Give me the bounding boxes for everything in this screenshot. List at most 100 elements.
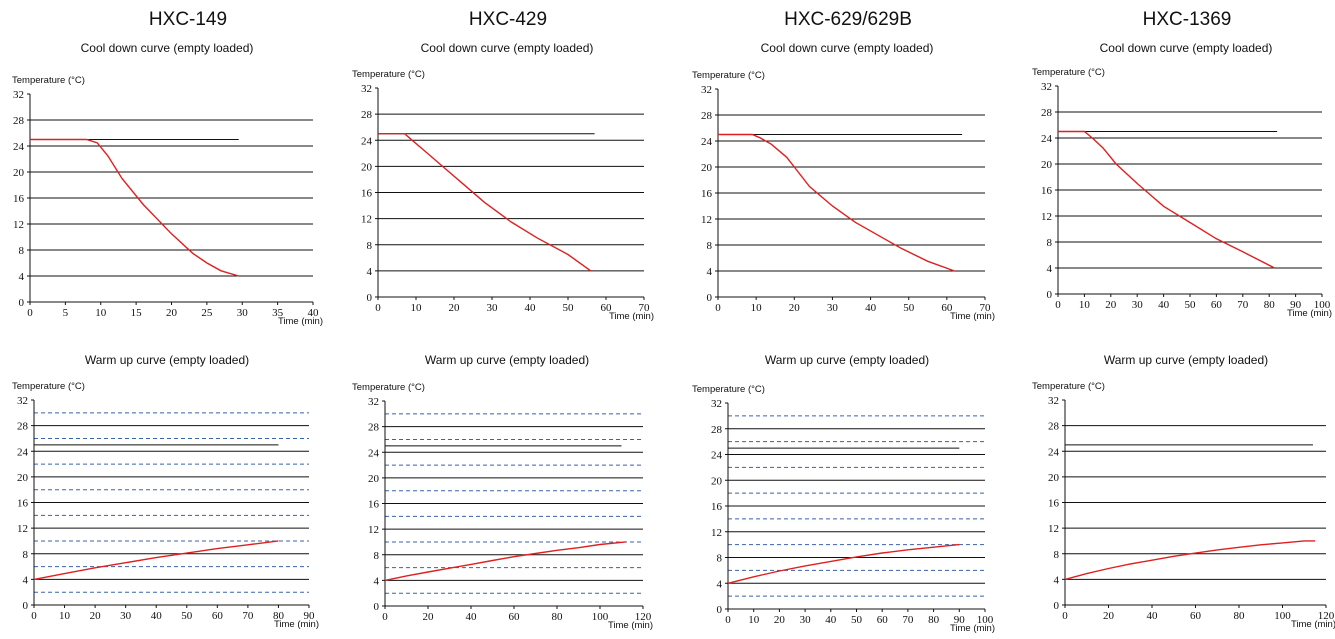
y-axis-label: Temperature (°C) [352, 382, 425, 393]
x-tick-label: 20 [449, 302, 461, 314]
y-tick-label: 0 [717, 604, 723, 616]
y-tick-label: 0 [707, 292, 713, 304]
x-tick-label: 70 [980, 302, 992, 314]
y-tick-label: 0 [374, 601, 380, 613]
x-tick-label: 50 [563, 302, 575, 314]
x-tick-label: 50 [903, 302, 915, 314]
x-axis-label: Time (min) [274, 619, 319, 630]
x-tick-label: 10 [751, 302, 763, 314]
model-title: HXC-629/629B [784, 9, 912, 30]
y-tick-label: 12 [701, 214, 712, 226]
cool-down-chart: Cool down curve (empty loaded) Temperatur… [352, 41, 654, 322]
chart-title: Cool down curve (empty loaded) [761, 41, 934, 55]
x-tick-label: 60 [1190, 610, 1202, 622]
x-tick-label: 70 [1237, 299, 1249, 311]
y-tick-label: 28 [711, 424, 723, 436]
y-tick-label: 20 [361, 161, 373, 173]
x-tick-label: 40 [1158, 299, 1170, 311]
y-tick-label: 16 [17, 498, 29, 510]
cool-down-chart: Cool down curve (empty loaded) Temperatur… [1032, 41, 1332, 319]
x-tick-label: 60 [941, 302, 953, 314]
x-tick-label: 90 [1290, 299, 1302, 311]
y-tick-label: 28 [13, 115, 25, 127]
y-tick-label: 32 [368, 396, 379, 408]
x-tick-label: 10 [411, 302, 423, 314]
y-tick-label: 32 [1048, 395, 1059, 407]
y-tick-label: 24 [1048, 446, 1060, 458]
x-tick-label: 60 [212, 610, 224, 622]
y-axis-label: Temperature (°C) [12, 75, 85, 86]
y-tick-label: 32 [1041, 81, 1052, 93]
y-tick-label: 20 [368, 473, 380, 485]
x-tick-label: 60 [877, 614, 889, 626]
x-axis-label: Time (min) [950, 311, 995, 322]
y-axis-label: Temperature (°C) [1032, 381, 1105, 392]
chart-title: Cool down curve (empty loaded) [1100, 41, 1273, 55]
series-line [1064, 540, 1316, 581]
y-tick-label: 8 [367, 240, 373, 252]
y-tick-label: 20 [711, 475, 723, 487]
x-tick-label: 30 [827, 302, 839, 314]
y-tick-label: 20 [17, 472, 29, 484]
x-tick-label: 80 [273, 610, 285, 622]
x-tick-label: 120 [1318, 610, 1335, 622]
x-tick-label: 30 [487, 302, 499, 314]
y-tick-label: 28 [368, 422, 380, 434]
y-tick-label: 8 [374, 550, 380, 562]
x-axis-label: Time (min) [950, 623, 995, 634]
y-tick-label: 4 [707, 266, 713, 278]
y-axis-label: Temperature (°C) [692, 70, 765, 81]
x-axis-label: Time (min) [609, 311, 654, 322]
chart-title: Warm up curve (empty loaded) [85, 353, 249, 367]
y-tick-label: 24 [1041, 133, 1053, 145]
x-tick-label: 0 [27, 307, 33, 319]
y-tick-label: 8 [717, 553, 723, 565]
x-tick-label: 90 [304, 610, 316, 622]
y-tick-label: 32 [701, 84, 712, 96]
x-tick-label: 40 [466, 611, 478, 623]
x-tick-label: 40 [865, 302, 877, 314]
x-tick-label: 90 [954, 614, 966, 626]
warm-up-chart: Warm up curve (empty loaded) Temperature … [12, 353, 319, 630]
y-tick-label: 0 [1054, 600, 1060, 612]
y-tick-label: 16 [13, 193, 25, 205]
y-tick-label: 4 [1047, 263, 1053, 275]
series-line [30, 138, 239, 277]
y-tick-label: 20 [1041, 159, 1053, 171]
y-tick-label: 12 [1041, 211, 1052, 223]
y-tick-label: 16 [1048, 498, 1060, 510]
y-axis-label: Temperature (°C) [12, 381, 85, 392]
x-tick-label: 30 [237, 307, 249, 319]
x-tick-label: 80 [552, 611, 564, 623]
x-tick-label: 0 [1062, 610, 1068, 622]
y-tick-label: 20 [1048, 472, 1060, 484]
y-tick-label: 4 [1054, 574, 1060, 586]
y-axis-label: Temperature (°C) [692, 384, 765, 395]
x-tick-label: 20 [1105, 299, 1117, 311]
x-tick-label: 5 [63, 307, 69, 319]
model-title: HXC-1369 [1142, 9, 1232, 30]
y-tick-label: 12 [13, 219, 24, 231]
x-tick-label: 100 [977, 614, 994, 626]
x-tick-label: 40 [1147, 610, 1159, 622]
y-tick-label: 4 [23, 574, 29, 586]
y-tick-label: 16 [368, 499, 380, 511]
series-line [727, 543, 960, 584]
x-tick-label: 60 [1211, 299, 1223, 311]
y-tick-label: 16 [701, 188, 713, 200]
y-tick-label: 4 [717, 578, 723, 590]
x-tick-label: 70 [639, 302, 651, 314]
x-tick-label: 10 [1079, 299, 1091, 311]
y-tick-label: 16 [361, 188, 373, 200]
series-line [718, 133, 955, 272]
x-tick-label: 40 [825, 614, 837, 626]
y-tick-label: 0 [1047, 289, 1053, 301]
cool-down-chart: Cool down curve (empty loaded) Temperatur… [12, 41, 323, 327]
x-tick-label: 100 [592, 611, 609, 623]
x-tick-label: 30 [120, 610, 132, 622]
warm-up-chart: Warm up curve (empty loaded) Temperature … [692, 353, 995, 634]
chart-title: Warm up curve (empty loaded) [1104, 353, 1268, 367]
chart-title: Warm up curve (empty loaded) [765, 353, 929, 367]
y-tick-label: 28 [361, 109, 373, 121]
y-tick-label: 4 [367, 266, 373, 278]
